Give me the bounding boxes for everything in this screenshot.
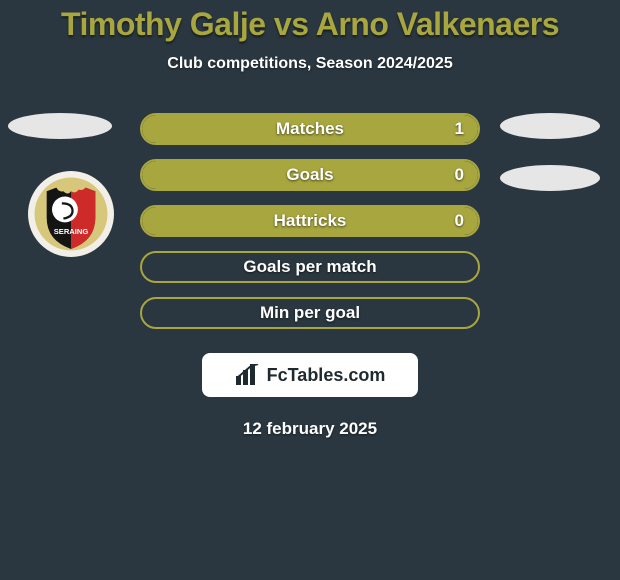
stat-label: Matches	[142, 119, 478, 139]
club-crest-svg: SERAING	[33, 176, 109, 252]
branding-badge: FcTables.com	[202, 353, 418, 397]
page-title: Timothy Galje vs Arno Valkenaers	[0, 0, 620, 43]
subtitle: Club competitions, Season 2024/2025	[0, 55, 620, 73]
stat-row: Min per goal	[140, 297, 480, 329]
stat-row: Goals0	[140, 159, 480, 191]
stat-label: Hattricks	[142, 211, 478, 231]
stats-rows: Matches1Goals0Hattricks0Goals per matchM…	[140, 113, 480, 329]
stat-value: 1	[455, 119, 464, 139]
club-crest: SERAING	[28, 171, 114, 257]
svg-text:SERAING: SERAING	[54, 227, 89, 236]
stat-label: Goals	[142, 165, 478, 185]
player-right-blob-2	[500, 165, 600, 191]
stat-value: 0	[455, 211, 464, 231]
player-right-blob-1	[500, 113, 600, 139]
comparison-stage: SERAING Matches1Goals0Hattricks0Goals pe…	[0, 113, 620, 439]
player-left-blob	[8, 113, 112, 139]
stat-row: Hattricks0	[140, 205, 480, 237]
stat-label: Min per goal	[142, 303, 478, 323]
footer-date: 12 february 2025	[0, 419, 620, 439]
stat-value: 0	[455, 165, 464, 185]
bars-icon	[235, 364, 261, 386]
stat-row: Goals per match	[140, 251, 480, 283]
stat-row: Matches1	[140, 113, 480, 145]
branding-text: FcTables.com	[267, 365, 386, 386]
stat-label: Goals per match	[142, 257, 478, 277]
